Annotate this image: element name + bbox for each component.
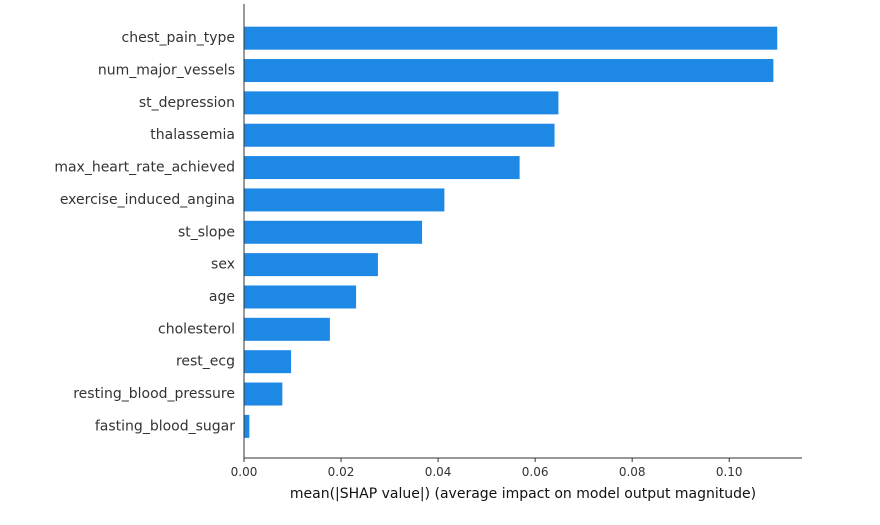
- category-label-chest-pain-type: chest_pain_type: [122, 30, 235, 46]
- x-tick-label: 0.00: [231, 465, 258, 479]
- x-tick-label: 0.04: [425, 465, 452, 479]
- bar-num-major-vessels: [244, 59, 774, 83]
- category-label-fasting-blood-sugar: fasting_blood_sugar: [95, 418, 235, 434]
- bar-resting-blood-pressure: [244, 382, 283, 406]
- bar-rest-ecg: [244, 350, 292, 374]
- bar-chest-pain-type: [244, 26, 778, 50]
- category-label-max-heart-rate-achieved: max_heart_rate_achieved: [54, 160, 235, 176]
- category-label-exercise-induced-angina: exercise_induced_angina: [60, 192, 235, 208]
- category-label-thalassemia: thalassemia: [150, 127, 235, 143]
- x-ticks: 0.00 0.02 0.04 0.06 0.08 0.10: [231, 458, 743, 479]
- x-tick-label: 0.10: [716, 465, 743, 479]
- category-label-resting-blood-pressure: resting_blood_pressure: [73, 386, 235, 402]
- category-label-rest-ecg: rest_ecg: [176, 354, 235, 370]
- bar-sex: [244, 253, 378, 277]
- category-labels: chest_pain_type num_major_vessels st_depre…: [54, 30, 235, 434]
- category-label-sex: sex: [211, 257, 235, 273]
- bar-fasting-blood-sugar: [244, 414, 250, 438]
- x-tick-label: 0.06: [522, 465, 549, 479]
- category-label-cholesterol: cholesterol: [158, 321, 235, 337]
- category-label-st-depression: st_depression: [139, 95, 235, 111]
- bar-st-slope: [244, 220, 423, 244]
- bar-cholesterol: [244, 317, 330, 341]
- bar-exercise-induced-angina: [244, 188, 445, 212]
- bars-layer: [244, 26, 778, 438]
- x-tick-label: 0.02: [328, 465, 355, 479]
- bar-st-depression: [244, 91, 559, 115]
- x-axis-title: mean(|SHAP value|) (average impact on mo…: [290, 486, 756, 502]
- x-tick-label: 0.08: [619, 465, 646, 479]
- category-label-st-slope: st_slope: [178, 224, 235, 240]
- bar-max-heart-rate-achieved: [244, 156, 520, 180]
- bar-age: [244, 285, 357, 309]
- bar-thalassemia: [244, 123, 555, 147]
- category-label-num-major-vessels: num_major_vessels: [98, 63, 235, 79]
- category-label-age: age: [209, 289, 235, 305]
